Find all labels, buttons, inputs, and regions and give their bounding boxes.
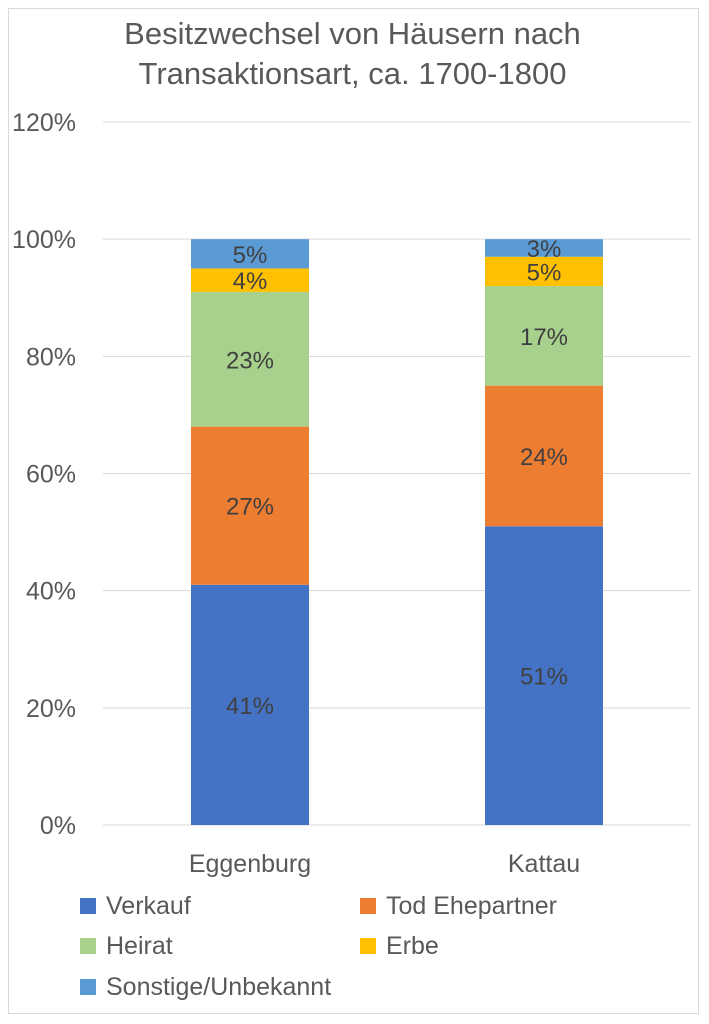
data-label-eggenburg-heirat: 23% bbox=[226, 347, 274, 374]
legend-label-heirat: Heirat bbox=[106, 931, 173, 960]
legend-item-heirat[interactable]: Heirat bbox=[80, 930, 173, 962]
legend-swatch-erbe bbox=[360, 938, 376, 954]
y-tick-label: 100% bbox=[12, 226, 76, 254]
data-label-kattau-erbe: 5% bbox=[527, 259, 562, 286]
y-tick-label: 60% bbox=[26, 461, 76, 489]
bar-eggenburg-heirat[interactable] bbox=[191, 291, 309, 427]
legend-label-sonstige-unbekannt: Sonstige/Unbekannt bbox=[106, 972, 332, 1001]
legend-item-verkauf[interactable]: Verkauf bbox=[80, 890, 191, 922]
bar-eggenburg-erbe[interactable] bbox=[191, 268, 309, 292]
y-tick-label: 0% bbox=[40, 812, 76, 840]
data-label-eggenburg-sonstige-unbekannt: 5% bbox=[233, 242, 268, 269]
legend-label-verkauf: Verkauf bbox=[106, 891, 191, 920]
chart-title-line-1: Besitzwechsel von Häusern nach bbox=[124, 16, 581, 51]
legend-item-sonstige-unbekannt[interactable]: Sonstige/Unbekannt bbox=[80, 971, 331, 1003]
legend-swatch-verkauf bbox=[80, 898, 96, 914]
data-label-kattau-verkauf: 51% bbox=[520, 664, 568, 691]
bar-eggenburg-verkauf[interactable] bbox=[191, 584, 309, 825]
x-tick-label-eggenburg: Eggenburg bbox=[189, 850, 311, 878]
x-axis-ticks: Eggenburg Kattau bbox=[189, 850, 580, 878]
legend-item-tod-ehepartner[interactable]: Tod Ehepartner bbox=[360, 890, 557, 922]
legend-label-tod-ehepartner: Tod Ehepartner bbox=[386, 891, 557, 920]
data-label-kattau-heirat: 17% bbox=[520, 324, 568, 351]
y-tick-label: 120% bbox=[12, 109, 76, 137]
x-tick-label-kattau: Kattau bbox=[508, 850, 580, 878]
bar-kattau-tod-ehepartner[interactable] bbox=[485, 385, 603, 527]
y-tick-label: 40% bbox=[26, 578, 76, 606]
legend-swatch-sonstige-unbekannt bbox=[80, 979, 96, 995]
bar-eggenburg-tod-ehepartner[interactable] bbox=[191, 426, 309, 585]
data-labels: 41%27%23%4%5%51%24%17%5%3% bbox=[226, 236, 568, 720]
bar-kattau-verkauf[interactable] bbox=[485, 526, 603, 825]
chart-title-line-2: Transaktionsart, ca. 1700-1800 bbox=[138, 56, 567, 91]
legend-label-erbe: Erbe bbox=[386, 931, 439, 960]
bar-kattau-sonstige-unbekannt[interactable] bbox=[485, 239, 603, 257]
data-label-eggenburg-verkauf: 41% bbox=[226, 693, 274, 720]
bar-kattau-heirat[interactable] bbox=[485, 286, 603, 386]
bar-eggenburg-sonstige-unbekannt[interactable] bbox=[191, 239, 309, 269]
legend-swatch-tod-ehepartner bbox=[360, 898, 376, 914]
y-tick-label: 20% bbox=[26, 695, 76, 723]
data-label-kattau-sonstige-unbekannt: 3% bbox=[527, 236, 562, 263]
data-label-eggenburg-erbe: 4% bbox=[233, 268, 268, 295]
legend-item-erbe[interactable]: Erbe bbox=[360, 930, 439, 962]
bar-kattau-erbe[interactable] bbox=[485, 256, 603, 287]
chart-title: Besitzwechsel von Häusern nach Transakti… bbox=[60, 14, 645, 94]
y-axis-ticks: 0% 20% 40% 60% 80% 100% 120% bbox=[12, 109, 76, 840]
y-tick-label: 80% bbox=[26, 343, 76, 371]
bars bbox=[191, 239, 603, 825]
data-label-eggenburg-tod-ehepartner: 27% bbox=[226, 494, 274, 521]
legend-swatch-heirat bbox=[80, 938, 96, 954]
data-label-kattau-tod-ehepartner: 24% bbox=[520, 444, 568, 471]
